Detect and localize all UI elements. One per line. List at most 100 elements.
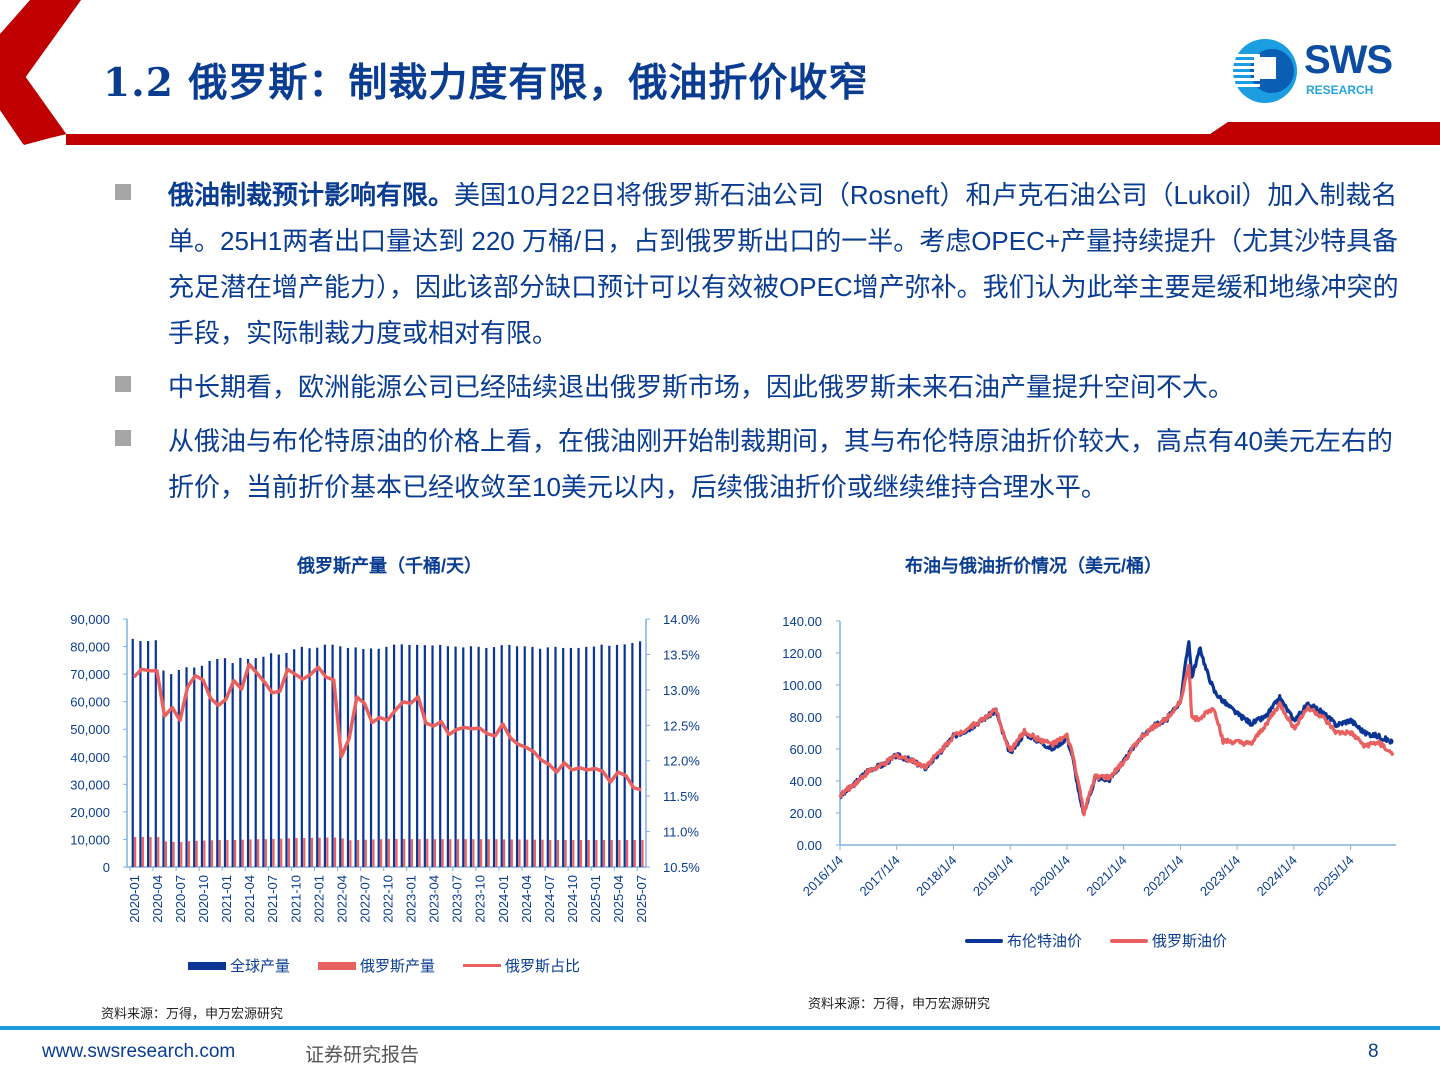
svg-text:10.5%: 10.5%: [663, 860, 700, 875]
svg-text:2022-07: 2022-07: [357, 875, 372, 923]
svg-text:2021-10: 2021-10: [288, 875, 303, 923]
svg-text:60,000: 60,000: [70, 695, 110, 710]
bullet-text: 美国10月22日将俄罗斯石油公司（Rosneft）和卢克石油公司（Lukoil）…: [168, 180, 1399, 348]
legend-label: 全球产量: [230, 958, 291, 975]
right-chart-source: 资料来源：万得，申万宏源研究: [808, 996, 991, 1011]
right-chart-title: 布油与俄油折价情况（美元/桶）: [905, 556, 1162, 576]
svg-text:2022-01: 2022-01: [311, 875, 326, 923]
bullet-list: 俄油制裁预计影响有限。美国10月22日将俄罗斯石油公司（Rosneft）和卢克石…: [115, 172, 1405, 518]
svg-text:40,000: 40,000: [70, 750, 110, 765]
bullet-square-icon: [115, 184, 131, 200]
svg-text:30,000: 30,000: [70, 777, 110, 792]
svg-text:2022-04: 2022-04: [334, 875, 349, 923]
svg-text:13.5%: 13.5%: [663, 647, 700, 662]
svg-text:2019/1/4: 2019/1/4: [970, 853, 1016, 899]
left-chart-legend: 全球产量 俄罗斯产量 俄罗斯占比: [188, 955, 608, 976]
right-chart-legend: 布伦特油价 俄罗斯油价: [965, 930, 1255, 951]
bullet-text: 中长期看，欧洲能源公司已经陆续退出俄罗斯市场，因此俄罗斯未来石油产量提升空间不大…: [168, 372, 1235, 402]
brent-urals-price-chart: 0.00 20.00 40.00 60.00 80.00 100.00 120.00 140.…: [782, 614, 1396, 899]
svg-text:90,000: 90,000: [70, 612, 110, 627]
legend-item-urals: 俄罗斯油价: [1110, 930, 1227, 951]
svg-text:2016/1/4: 2016/1/4: [800, 853, 846, 899]
legend-label: 俄罗斯油价: [1152, 933, 1228, 950]
svg-text:2021-04: 2021-04: [242, 875, 257, 923]
svg-text:2017/1/4: 2017/1/4: [856, 853, 902, 899]
svg-text:2018/1/4: 2018/1/4: [913, 853, 959, 899]
svg-text:2022/1/4: 2022/1/4: [1140, 853, 1186, 899]
legend-line-icon: [1110, 938, 1149, 943]
svg-text:13.0%: 13.0%: [663, 683, 700, 698]
logo-text: SWS: [1304, 38, 1393, 82]
svg-text:0.00: 0.00: [797, 838, 822, 853]
logo-subtext: RESEARCH: [1306, 83, 1374, 97]
svg-text:40.00: 40.00: [789, 774, 822, 789]
svg-text:2021/1/4: 2021/1/4: [1083, 853, 1129, 899]
header-chevron-decoration: [0, 0, 1440, 145]
svg-text:80.00: 80.00: [789, 710, 822, 725]
svg-text:2023-10: 2023-10: [473, 875, 488, 923]
svg-text:2025-04: 2025-04: [611, 875, 626, 923]
legend-line-icon: [463, 964, 502, 967]
svg-text:2024-07: 2024-07: [542, 875, 557, 923]
svg-text:0: 0: [103, 860, 110, 875]
legend-item-russia: 俄罗斯产量: [318, 955, 435, 976]
legend-item-global: 全球产量: [188, 955, 290, 976]
legend-swatch-icon: [318, 961, 357, 970]
svg-text:2020/1/4: 2020/1/4: [1027, 853, 1073, 899]
svg-text:60.00: 60.00: [789, 742, 822, 757]
svg-text:11.5%: 11.5%: [663, 789, 699, 804]
svg-text:11.0%: 11.0%: [663, 825, 699, 840]
svg-text:2021-01: 2021-01: [219, 875, 234, 923]
bullet-item: 从俄油与布伦特原油的价格上看，在俄油刚开始制裁期间，其与布伦特原油折价较大，高点…: [115, 418, 1405, 510]
svg-text:2020-04: 2020-04: [150, 875, 165, 923]
svg-text:120.00: 120.00: [782, 646, 822, 661]
bullet-square-icon: [115, 430, 131, 446]
svg-text:12.5%: 12.5%: [663, 718, 700, 733]
svg-text:2025/1/4: 2025/1/4: [1310, 853, 1356, 899]
svg-text:2023/1/4: 2023/1/4: [1197, 853, 1243, 899]
svg-text:2022-10: 2022-10: [381, 875, 396, 923]
russia-production-chart: 0 10,000 20,000 30,000 40,000 50,000 60,000 70,…: [70, 612, 700, 923]
svg-text:2024-04: 2024-04: [519, 875, 534, 923]
left-chart-title: 俄罗斯产量（千桶/天）: [297, 556, 482, 576]
legend-label: 俄罗斯占比: [505, 958, 581, 975]
page-number: 8: [1368, 1041, 1379, 1062]
svg-text:2024-01: 2024-01: [496, 875, 511, 923]
bullet-bold-lead: 俄油制裁预计影响有限。: [168, 180, 455, 210]
bullet-item: 中长期看，欧洲能源公司已经陆续退出俄罗斯市场，因此俄罗斯未来石油产量提升空间不大…: [115, 364, 1405, 410]
svg-text:2025-07: 2025-07: [634, 875, 649, 923]
bullet-square-icon: [115, 376, 131, 392]
legend-item-brent: 布伦特油价: [965, 930, 1082, 951]
svg-text:2021-07: 2021-07: [265, 875, 280, 923]
footer-divider: [0, 1026, 1440, 1030]
svg-text:20,000: 20,000: [70, 805, 110, 820]
svg-text:12.0%: 12.0%: [663, 754, 700, 769]
footer-website-link[interactable]: www.swsresearch.com: [42, 1041, 236, 1062]
svg-text:2024-10: 2024-10: [565, 875, 580, 923]
svg-text:100.00: 100.00: [782, 678, 822, 693]
svg-text:2024/1/4: 2024/1/4: [1254, 853, 1300, 899]
legend-line-icon: [965, 938, 1003, 943]
svg-text:50,000: 50,000: [70, 722, 110, 737]
footer-report-label: 证券研究报告: [305, 1045, 420, 1066]
bullet-item: 俄油制裁预计影响有限。美国10月22日将俄罗斯石油公司（Rosneft）和卢克石…: [115, 172, 1405, 356]
sws-globe-icon: [1233, 39, 1297, 103]
svg-text:2025-01: 2025-01: [588, 875, 603, 923]
svg-text:20.00: 20.00: [789, 806, 822, 821]
bullet-text: 从俄油与布伦特原油的价格上看，在俄油刚开始制裁期间，其与布伦特原油折价较大，高点…: [168, 426, 1393, 502]
svg-text:70,000: 70,000: [70, 667, 110, 682]
page-title: 1.2 俄罗斯：制裁力度有限，俄油折价收窄: [103, 60, 869, 106]
left-chart-source: 资料来源：万得，申万宏源研究: [101, 1006, 284, 1021]
legend-label: 俄罗斯产量: [360, 958, 436, 975]
svg-text:2023-07: 2023-07: [450, 875, 465, 923]
legend-swatch-icon: [188, 961, 226, 970]
svg-text:2020-01: 2020-01: [127, 875, 142, 923]
svg-text:10,000: 10,000: [70, 832, 110, 847]
svg-text:2023-01: 2023-01: [404, 875, 419, 923]
svg-text:2023-04: 2023-04: [427, 875, 442, 923]
legend-item-share: 俄罗斯占比: [463, 955, 580, 976]
svg-text:2020-07: 2020-07: [173, 875, 188, 923]
svg-text:80,000: 80,000: [70, 640, 110, 655]
svg-text:140.00: 140.00: [782, 614, 822, 629]
legend-label: 布伦特油价: [1007, 933, 1083, 950]
